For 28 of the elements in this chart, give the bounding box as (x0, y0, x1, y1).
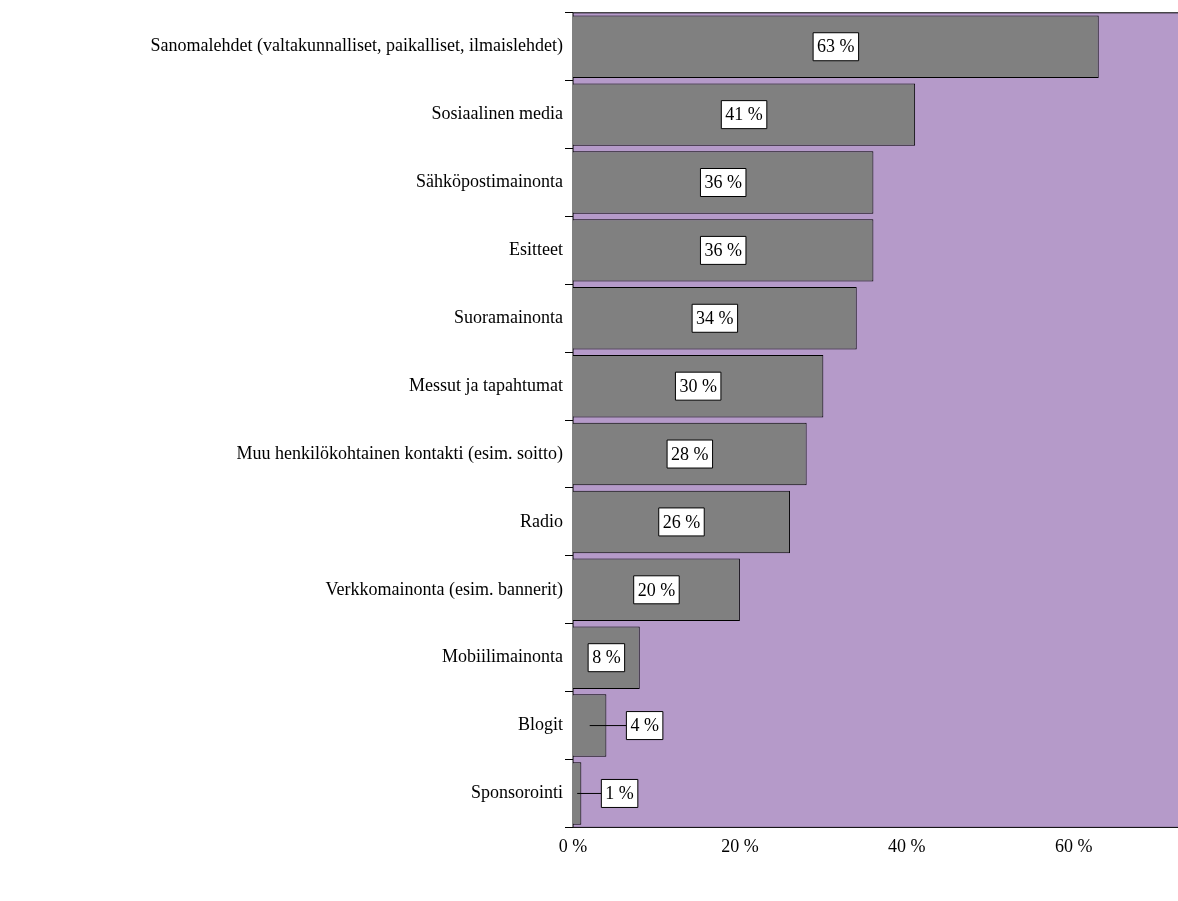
y-tick-label: Radio (520, 510, 563, 531)
x-tick-label: 60 % (1054, 835, 1093, 856)
y-tick-label: Messut ja tapahtumat (409, 374, 563, 395)
data-label: 28 % (671, 443, 709, 464)
y-tick-label: Sähköpostimainonta (416, 171, 563, 192)
data-label: 4 % (630, 715, 659, 736)
data-label: 1 % (605, 783, 634, 804)
y-tick-label: Sanomalehdet (valtakunnalliset, paikalliset, ilmaislehdet) (150, 35, 563, 57)
y-tick-label: Blogit (517, 714, 563, 735)
data-label: 34 % (696, 308, 734, 329)
x-tick-label: 0 % (558, 835, 588, 856)
data-label: 20 % (637, 579, 676, 600)
y-tick-label: Mobiilimainonta (442, 646, 563, 667)
y-tick-label: Sosiaalinen media (431, 103, 564, 124)
data-label: 36 % (704, 240, 742, 261)
y-tick-label: Esitteet (509, 239, 563, 260)
x-tick-label: 20 % (721, 835, 759, 856)
y-tick-label: Suoramainonta (454, 307, 563, 328)
data-label: 26 % (662, 511, 701, 532)
data-label: 63 % (817, 36, 855, 57)
y-tick-label: Verkkomainonta (esim. bannerit) (325, 578, 563, 600)
data-label: 36 % (704, 172, 742, 193)
data-label: 30 % (679, 375, 717, 396)
y-tick-label: Muu henkilökohtainen kontakti (esim. soitto) (236, 442, 563, 464)
data-label: 41 % (725, 104, 763, 125)
data-label: 8 % (592, 647, 621, 668)
y-tick-label: Sponsorointi (470, 782, 563, 803)
x-tick-label: 40 % (888, 835, 926, 856)
